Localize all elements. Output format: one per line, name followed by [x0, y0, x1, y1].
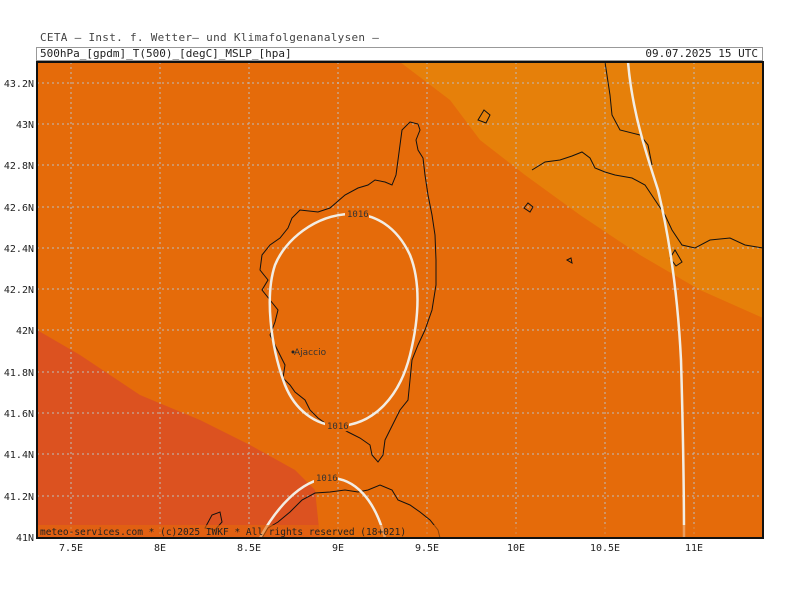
footer-strip: [37, 525, 763, 538]
lat-label: 41.6N: [4, 409, 34, 420]
lon-label: 7.5E: [59, 543, 83, 554]
lon-label: 8.5E: [237, 543, 261, 554]
map-area: 1016 1016 1016 Ajaccio meteo-services.co…: [37, 62, 763, 538]
italy-coastline: [531, 151, 763, 249]
lat-label: 42.2N: [4, 285, 34, 296]
lat-label: 43.2N: [4, 79, 34, 90]
coastlines: [204, 62, 763, 538]
isobar-label-bg-1: [345, 208, 369, 219]
island-giglio: [669, 249, 683, 267]
grid-lines: [37, 62, 763, 538]
sardinia-coastline: [261, 484, 441, 538]
lat-label: 42.6N: [4, 203, 34, 214]
lat-label: 41.4N: [4, 450, 34, 461]
isobar-label-bg-2: [325, 420, 349, 431]
lon-label: 10.5E: [590, 543, 620, 554]
corsica-coastline: [259, 121, 437, 463]
isobar-label-3: 1016: [316, 474, 338, 484]
lat-label: 41.2N: [4, 492, 34, 503]
copyright-footer: meteo-services.com * (c)2025 IWKF * All …: [40, 527, 406, 538]
isobar-label-2: 1016: [327, 422, 349, 432]
map-frame: [36, 61, 764, 539]
isobar-label-bg-3: [314, 472, 338, 483]
lon-label: 11E: [685, 543, 703, 554]
city-label: Ajaccio: [294, 348, 327, 358]
parameter-text: 500hPa_[gpdm]_T(500)_[degC]_MSLP_[hpa]: [40, 47, 292, 60]
island-capraia: [477, 109, 491, 124]
island-elba: [523, 202, 534, 213]
italy-inland-line: [604, 62, 653, 166]
valid-time: 09.07.2025 15 UTC: [645, 47, 758, 60]
parameter-bar: 500hPa_[gpdm]_T(500)_[degC]_MSLP_[hpa] 0…: [36, 47, 763, 61]
lat-label: 42.8N: [4, 161, 34, 172]
temperature-zone-southwest: [37, 330, 320, 538]
lat-label: 43N: [16, 120, 34, 131]
lat-label: 42N: [16, 326, 34, 337]
lat-label: 41N: [16, 533, 34, 544]
lon-label: 8E: [154, 543, 166, 554]
lon-label: 9.5E: [415, 543, 439, 554]
institute-title: CETA — Inst. f. Wetter— und Klimafolgena…: [40, 31, 380, 44]
lat-label: 42.4N: [4, 244, 34, 255]
lon-label: 10E: [507, 543, 525, 554]
lat-label: 41.8N: [4, 368, 34, 379]
latitude-axis: 43.2N 43N 42.8N 42.6N 42.4N 42.2N 42N 41…: [4, 79, 34, 544]
isobar-east: [626, 62, 686, 538]
island-pianosa: [565, 257, 573, 265]
isobar-label-1: 1016: [347, 210, 369, 220]
lon-label: 9E: [332, 543, 344, 554]
longitude-axis: 7.5E 8E 8.5E 9E 9.5E 10E 10.5E 11E: [59, 543, 703, 554]
city-dot: [291, 350, 295, 354]
